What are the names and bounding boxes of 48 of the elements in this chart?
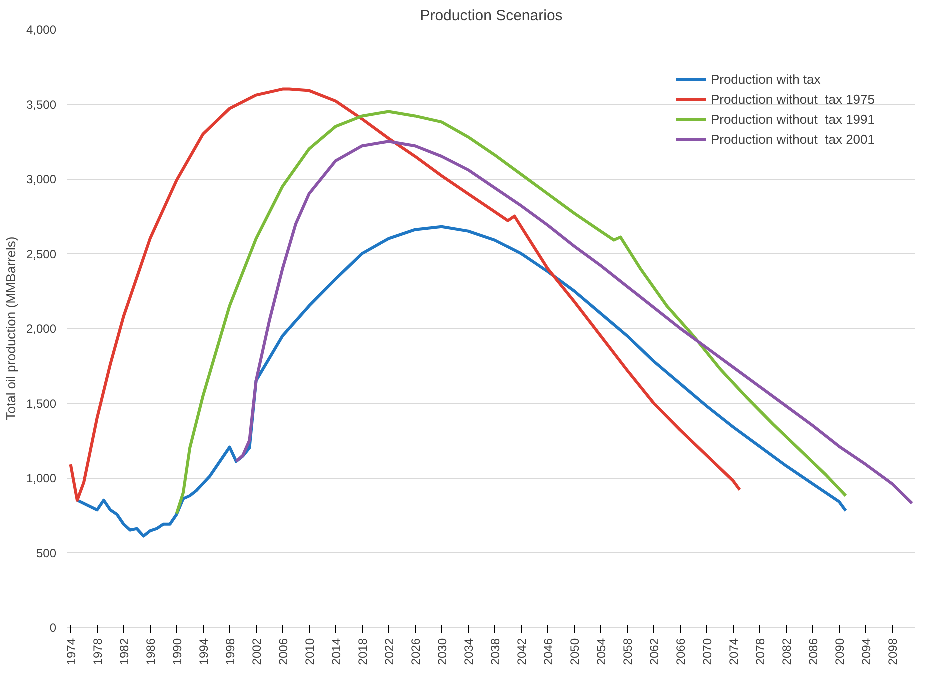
x-tick-label: 2046 <box>541 638 556 666</box>
x-tick-label: 2010 <box>302 638 317 666</box>
y-tick-label: 4,000 <box>26 23 57 37</box>
x-tick-label: 1994 <box>196 638 211 666</box>
x-tick-label: 2054 <box>594 638 608 666</box>
x-tick-label: 1990 <box>170 638 184 666</box>
x-tick-label: 2022 <box>382 638 396 666</box>
x-tick-label: 2062 <box>647 638 662 666</box>
x-tick-label: 2078 <box>753 638 768 666</box>
y-tick-label: 1,000 <box>26 472 57 486</box>
x-tick-label: 2006 <box>276 638 290 666</box>
legend-label: Production without tax 1991 <box>710 112 875 126</box>
x-tick-label: 2050 <box>568 638 582 666</box>
x-tick-label: 1978 <box>90 638 105 666</box>
y-tick-label: 500 <box>36 546 57 560</box>
x-tick-label: 2038 <box>488 638 502 666</box>
x-tick-label: 2002 <box>250 638 264 666</box>
y-tick-label: 3,500 <box>26 98 57 112</box>
x-tick-label: 1982 <box>117 638 132 666</box>
x-tick-label: 2026 <box>408 638 423 666</box>
x-tick-label: 2058 <box>620 638 635 666</box>
chart-title: Production Scenarios <box>420 8 563 24</box>
y-axis-title: Total oil production (MMBarrels) <box>3 236 18 420</box>
x-tick-label: 1974 <box>64 638 78 666</box>
x-tick-label: 2018 <box>356 638 370 666</box>
x-tick-label: 2070 <box>700 638 714 666</box>
y-tick-label: 3,000 <box>26 172 57 186</box>
x-tick-label: 2086 <box>806 638 820 666</box>
x-tick-label: 2074 <box>726 638 741 666</box>
line-series <box>175 110 848 516</box>
x-tick-label: 2082 <box>780 638 794 666</box>
x-tick-label: 2094 <box>859 638 874 666</box>
x-tick-label: 2030 <box>435 638 450 666</box>
x-tick-label: 2042 <box>514 638 529 666</box>
x-tick-label: 2090 <box>832 638 847 666</box>
y-tick-label: 0 <box>50 621 57 635</box>
y-tick-label: 1,500 <box>26 396 57 411</box>
legend-label: Production without tax 1975 <box>710 92 875 106</box>
legend-label: Production without tax 2001 <box>710 132 875 146</box>
x-tick-label: 2066 <box>674 638 688 666</box>
x-tick-label: 1998 <box>223 638 238 666</box>
legend-label: Production with tax <box>710 72 821 86</box>
y-tick-label: 2,500 <box>26 247 57 262</box>
x-tick-label: 2014 <box>329 638 344 666</box>
x-tick-label: 2098 <box>886 638 900 666</box>
x-tick-label: 1986 <box>144 638 158 666</box>
y-tick-label: 2,000 <box>26 322 57 336</box>
x-tick-label: 2034 <box>462 638 476 666</box>
